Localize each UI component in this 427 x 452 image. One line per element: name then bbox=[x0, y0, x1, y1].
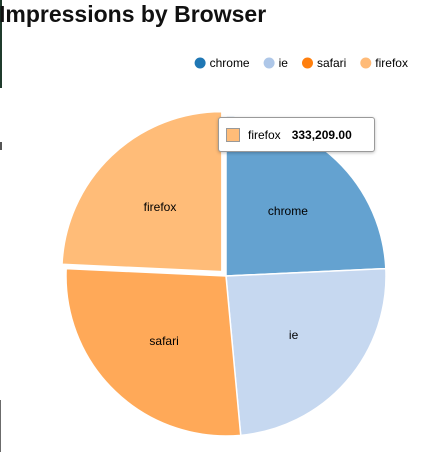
pie-slices bbox=[61, 110, 387, 437]
legend-swatch-safari bbox=[302, 57, 313, 69]
tooltip: firefox 333,209.00 bbox=[218, 117, 375, 152]
tooltip-value: 333,209.00 bbox=[291, 127, 352, 142]
legend-swatch-ie bbox=[263, 57, 275, 69]
legend-item-ie[interactable]: ie bbox=[263, 56, 289, 70]
pie-slice-safari[interactable] bbox=[65, 267, 242, 437]
legend-item-safari[interactable]: safari bbox=[302, 56, 346, 70]
tooltip-key: firefox bbox=[248, 127, 281, 142]
legend-swatch-chrome bbox=[194, 57, 206, 69]
window-edge-mark bbox=[0, 142, 2, 150]
slice-label-firefox: firefox bbox=[144, 200, 177, 214]
pie-slice-labels: chrome ie safari firefox bbox=[144, 200, 309, 348]
legend-label-firefox: firefox bbox=[375, 56, 408, 70]
slice-label-chrome: chrome bbox=[268, 204, 308, 218]
legend-label-ie: ie bbox=[279, 56, 289, 70]
window-edge bbox=[0, 0, 2, 88]
slice-label-ie: ie bbox=[289, 328, 299, 342]
slice-label-safari: safari bbox=[149, 334, 178, 348]
legend-item-chrome[interactable]: chrome bbox=[194, 56, 250, 70]
legend-label-safari: safari bbox=[317, 56, 346, 70]
chart-title: Impressions by Browser bbox=[0, 1, 266, 27]
legend-label-chrome: chrome bbox=[210, 56, 250, 70]
window-edge bbox=[0, 400, 1, 452]
pie-slice-firefox[interactable] bbox=[61, 110, 223, 273]
legend-swatch-firefox bbox=[360, 57, 372, 69]
pie-slice-ie[interactable] bbox=[225, 267, 387, 437]
legend-item-firefox[interactable]: firefox bbox=[360, 56, 408, 70]
tooltip-swatch bbox=[226, 127, 240, 142]
legend: chrome ie safari firefox bbox=[194, 56, 408, 70]
